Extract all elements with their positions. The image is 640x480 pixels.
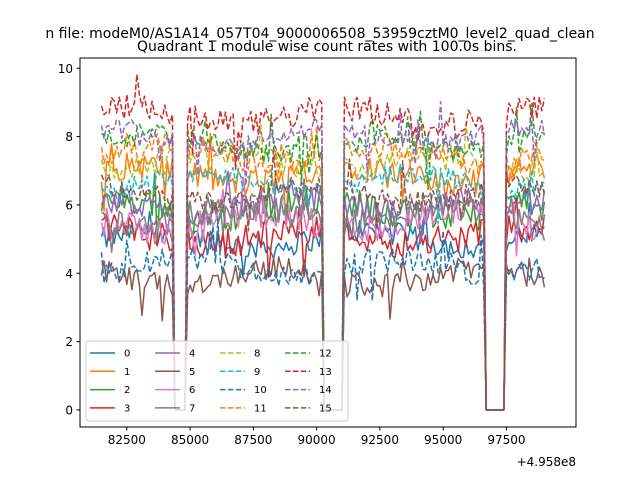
legend-label-8: 8 bbox=[254, 349, 260, 360]
x-offset-text: +4.958e8 bbox=[517, 455, 576, 469]
legend-box bbox=[85, 340, 349, 422]
legend-label-9: 9 bbox=[254, 367, 260, 378]
legend-label-4: 4 bbox=[189, 349, 195, 360]
series-line-15 bbox=[100, 145, 546, 411]
y-axis: 0 2 4 6 8 10 bbox=[58, 62, 80, 417]
legend-label-13: 13 bbox=[319, 367, 332, 378]
legend-label-0: 0 bbox=[124, 349, 130, 360]
x-tick-label: 97500 bbox=[487, 433, 525, 447]
x-tick-label: 90000 bbox=[298, 433, 336, 447]
legend-label-7: 7 bbox=[189, 403, 195, 414]
y-tick-label: 0 bbox=[65, 403, 73, 417]
x-tick-label: 92500 bbox=[361, 433, 399, 447]
x-tick-label: 87500 bbox=[234, 433, 272, 447]
y-tick-label: 2 bbox=[65, 335, 73, 349]
legend-label-1: 1 bbox=[124, 367, 130, 378]
legend-label-3: 3 bbox=[124, 403, 130, 414]
y-tick-label: 4 bbox=[65, 267, 73, 281]
x-axis: 82500 85000 87500 90000 92500 95000 97500 bbox=[108, 427, 526, 447]
legend-label-15: 15 bbox=[319, 403, 332, 414]
legend-label-12: 12 bbox=[319, 349, 332, 360]
legend-label-5: 5 bbox=[189, 367, 195, 378]
y-tick-label: 6 bbox=[65, 198, 73, 212]
legend-label-14: 14 bbox=[319, 385, 332, 396]
y-tick-label: 10 bbox=[58, 62, 73, 76]
legend-label-2: 2 bbox=[124, 385, 130, 396]
x-tick-label: 95000 bbox=[424, 433, 462, 447]
legend-label-11: 11 bbox=[254, 403, 267, 414]
x-tick-label: 85000 bbox=[171, 433, 209, 447]
legend-label-6: 6 bbox=[189, 385, 195, 396]
y-tick-label: 8 bbox=[65, 130, 73, 144]
chart-suptitle: n file: modeM0/AS1A14_057T04_9000006508_… bbox=[45, 26, 594, 42]
plot-frame bbox=[79, 57, 577, 428]
x-tick-label: 82500 bbox=[108, 433, 146, 447]
chart-title: Quadrant 1 module wise count rates with … bbox=[137, 39, 517, 55]
legend-label-10: 10 bbox=[254, 385, 267, 396]
